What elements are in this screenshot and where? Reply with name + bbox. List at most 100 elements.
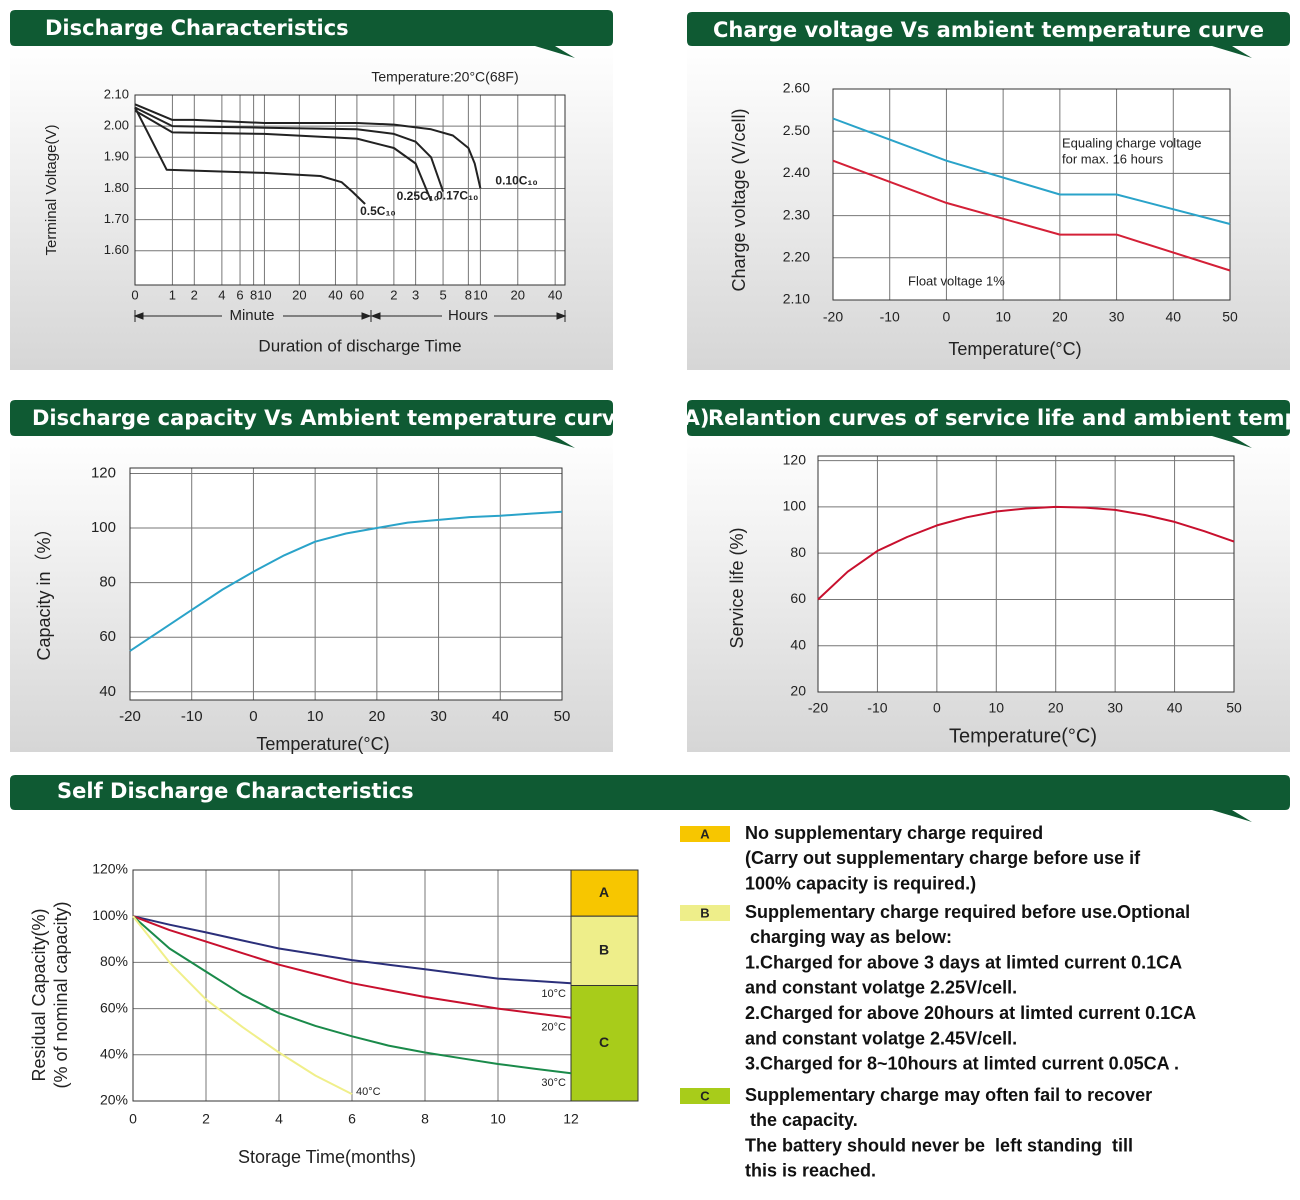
plot-border [129,467,563,701]
y-axis-title: Service life (%) [727,527,747,648]
y-tick-label: 20 [790,683,806,699]
y-tick-label: 2.50 [783,122,810,138]
y-axis-title: Residual Capacity(%) [29,908,49,1081]
x-tick-label: 40 [328,287,342,302]
x-tick-label: 0 [943,309,951,325]
y-tick-label: 100% [92,907,128,923]
y-axis-title: Charge voltage (V/cell) [729,108,749,291]
panel-header [10,10,613,58]
x-tick-label: 10 [490,1111,506,1127]
chart-title: Discharge Characteristics [45,16,349,40]
note-badge-label: B [700,905,709,920]
zone-label: B [599,942,609,958]
y-tick-label: 2.20 [783,249,810,265]
series-label: 0.17C₁₀ [436,189,478,203]
data-line [134,109,433,202]
note-line: Supplementary charge may often fail to r… [745,1085,1152,1105]
x-tick-label: 20 [369,708,386,725]
x-tick-label: 20 [1052,309,1068,325]
note-badge-label: C [700,1088,710,1103]
plot-area [818,456,1234,692]
note-line: this is reached. [745,1161,876,1181]
y-axis-title: Terminal Voltage(V) [43,125,60,256]
x-axis-title: Temperature(°C) [256,734,389,754]
x-tick-label: 6 [236,287,243,302]
series-label: 20°C [541,1022,566,1034]
data-line [817,505,1235,601]
y-tick-label: 20% [100,1092,128,1108]
x-tick-label: 12 [563,1111,579,1127]
plot-area [833,89,1230,300]
x-tick-label: 40 [548,287,562,302]
note-line: 100% capacity is required.) [745,873,976,893]
note-badge [680,905,730,921]
data-line [129,510,563,652]
x-tick-label: 40 [1165,309,1181,325]
series-label: 10°C [541,988,566,1000]
x-tick-label: -20 [119,708,141,725]
data-line [132,915,572,1075]
x-tick-label: 8 [465,287,472,302]
x-tick-label: 50 [1222,309,1238,325]
plot-border [832,88,1231,301]
x-tick-label: -10 [181,708,203,725]
chart-title: Charge voltage Vs ambient temperature cu… [713,18,1264,42]
y-tick-label: 80 [99,574,116,591]
x-tick-label: 8 [421,1111,429,1127]
x-tick-label: 2 [202,1111,210,1127]
note-line: and constant volatge 2.25V/cell. [745,978,1017,998]
plot-border [817,455,1235,693]
series-label: 0.5C₁₀ [360,204,396,218]
y-tick-label: 2.10 [104,86,129,101]
y-axis-title: (% of nominal capacity) [51,901,71,1088]
note-line: Supplementary charge required before use… [745,902,1190,922]
y-tick-label: 40% [100,1046,128,1062]
y-tick-label: 1.70 [104,211,129,226]
note-line: (Carry out supplementary charge before u… [745,848,1141,868]
x-group-label: Hours [448,307,488,324]
y-tick-label: 40 [790,636,806,652]
chart-title: Discharge capacity Vs Ambient temperatur… [32,406,709,430]
annotation: Equaling charge voltage [1062,135,1202,150]
x-tick-label: 30 [1107,700,1123,716]
y-tick-label: 120 [783,451,807,467]
panel-header [687,400,1290,448]
x-tick-label: 1 [169,287,176,302]
y-tick-label: 2.60 [783,80,810,96]
x-tick-label: 0 [249,708,257,725]
x-tick-label: 10 [995,309,1011,325]
x-tick-label: 40 [1167,700,1183,716]
x-axis-title: Duration of discharge Time [258,336,461,355]
panel-header [10,775,1290,822]
y-tick-label: 100 [91,519,116,536]
y-tick-label: 60% [100,999,128,1015]
annotation: Temperature:20°C(68F) [371,69,518,85]
note-line: 1.Charged for above 3 days at limted cur… [745,952,1182,972]
x-tick-label: -20 [808,700,828,716]
x-tick-label: -20 [823,309,843,325]
data-line [134,107,366,205]
y-tick-label: 1.80 [104,180,129,195]
y-tick-label: 1.60 [104,242,129,257]
x-tick-label: 0 [129,1111,137,1127]
y-tick-label: 1.90 [104,149,129,164]
note-badge [680,826,730,842]
x-tick-label: 50 [1226,700,1242,716]
zone-label: A [599,884,609,900]
x-tick-label: 10 [307,708,324,725]
y-tick-label: 120% [92,861,128,877]
plot-border [132,869,572,1102]
series-label: 0.10C₁₀ [495,174,537,188]
panel-header [687,12,1290,58]
data-line [832,117,1231,225]
x-tick-label: 4 [218,287,225,302]
annotation: Float voltage 1% [908,273,1005,288]
x-group-label: Minute [229,307,274,324]
x-tick-label: 20 [1048,700,1064,716]
x-tick-label: 20 [292,287,306,302]
x-tick-label: 40 [492,708,509,725]
x-tick-label: 2 [191,287,198,302]
y-tick-label: 2.30 [783,206,810,222]
zone-label: C [599,1034,609,1050]
